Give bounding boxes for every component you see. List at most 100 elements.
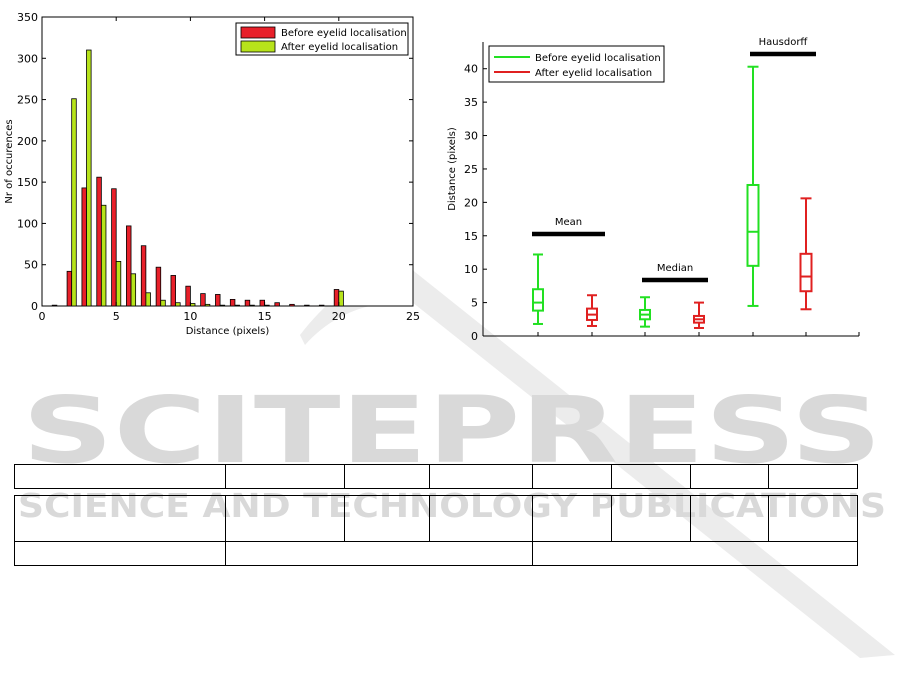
table-cell xyxy=(532,464,612,489)
bar-after xyxy=(189,303,196,307)
legend-swatch xyxy=(240,26,276,39)
bar-after xyxy=(130,273,137,307)
y-tick-label: 150 xyxy=(17,176,38,189)
bar-after xyxy=(86,49,92,307)
table-cell xyxy=(690,495,769,542)
histogram-chart: 0 5 10 15 20 25050100150200250300350Distance … xyxy=(4,11,420,337)
y-tick-label: 0 xyxy=(31,300,38,313)
box-after xyxy=(799,197,813,311)
y-tick-label: 25 xyxy=(464,163,478,176)
y-tick-label: 35 xyxy=(464,96,478,109)
y-tick-label: 15 xyxy=(464,230,478,243)
bar-before xyxy=(200,293,206,307)
table-cell xyxy=(611,495,691,542)
bar-before xyxy=(274,302,280,307)
legend-label: Before eyelid localisation xyxy=(281,28,407,39)
bar-after xyxy=(100,204,107,307)
bar-before xyxy=(51,304,58,307)
boxplot-chart: 0 5 10 15 20 25 30 35 40 Distance (pixels) Mean Med… xyxy=(447,37,860,343)
bar-after xyxy=(145,292,151,307)
x-tick-label: 15 xyxy=(258,310,272,323)
bar-before xyxy=(66,270,73,307)
bar-before xyxy=(81,187,87,307)
bar-after xyxy=(204,303,211,307)
table-cell xyxy=(429,464,533,489)
x-tick-label: 10 xyxy=(183,310,197,323)
legend: Before eyelid localisation After eyelid l… xyxy=(488,45,665,83)
bar-after xyxy=(115,261,122,307)
table-cell xyxy=(344,495,430,542)
bar-before xyxy=(96,176,102,307)
table-cell xyxy=(14,495,226,542)
bar-before xyxy=(170,275,176,307)
table-cell xyxy=(225,541,533,566)
bar-before xyxy=(259,299,265,307)
table-cell xyxy=(225,495,345,542)
box-before xyxy=(532,253,544,325)
table-cell xyxy=(225,464,345,489)
y-tick-label: 100 xyxy=(17,217,38,230)
table-cell xyxy=(611,464,691,489)
table-row xyxy=(14,541,858,566)
legend-box xyxy=(488,45,665,83)
box-before xyxy=(639,296,651,328)
bar-after xyxy=(234,304,240,307)
x-tick-label: 5 xyxy=(113,310,120,323)
bar-after xyxy=(160,299,166,307)
legend-label: Before eyelid localisation xyxy=(535,53,661,64)
box-after xyxy=(693,301,705,329)
y-tick-label: 200 xyxy=(17,135,38,148)
bar-after xyxy=(264,304,270,307)
bar-after xyxy=(249,304,255,307)
bar-before xyxy=(140,245,147,307)
table-cell xyxy=(14,541,226,566)
table-cell xyxy=(344,464,430,489)
y-tick-label: 50 xyxy=(24,259,38,272)
bar-before xyxy=(126,225,132,307)
y-tick-label: 20 xyxy=(464,196,478,209)
box-body xyxy=(746,183,760,267)
legend: Before eyelid localisation After eyelid l… xyxy=(235,22,409,56)
bar-before xyxy=(185,285,191,307)
y-tick-label: 40 xyxy=(464,63,478,76)
bar-before xyxy=(333,289,340,307)
bar-after xyxy=(175,302,181,307)
y-axis-label: Nr of occurences xyxy=(4,119,15,203)
table-header-row xyxy=(14,464,858,489)
x-tick-label: 20 xyxy=(332,310,346,323)
bar-before xyxy=(229,298,236,307)
bar-after xyxy=(338,290,344,307)
bar-before xyxy=(289,303,295,307)
bar-before xyxy=(155,266,162,307)
bar-after xyxy=(71,98,77,307)
table-cell xyxy=(768,495,858,542)
group-label: Hausdorff xyxy=(759,37,809,48)
box-body xyxy=(799,252,813,293)
table-cell xyxy=(532,495,612,542)
bar-before xyxy=(304,304,310,307)
x-tick-label: 0 xyxy=(39,310,46,323)
table-cell xyxy=(768,464,858,489)
bar-after xyxy=(219,304,226,307)
table-row xyxy=(14,495,858,542)
bar-before xyxy=(318,304,325,307)
bar-before xyxy=(244,299,251,307)
group-label: Mean xyxy=(555,217,582,228)
y-tick-label: 300 xyxy=(17,52,38,65)
bar-before xyxy=(111,188,117,307)
table-cell xyxy=(14,464,226,489)
empty-data-table xyxy=(14,464,858,566)
bar-before xyxy=(215,294,221,307)
box-body xyxy=(532,288,544,312)
box-before xyxy=(746,65,760,307)
y-tick-label: 0 xyxy=(471,330,478,343)
legend-label: After eyelid localisation xyxy=(535,68,652,79)
group-label: Median xyxy=(657,263,693,274)
legend-swatch xyxy=(240,40,276,53)
y-tick-label: 30 xyxy=(464,130,478,143)
y-tick-label: 10 xyxy=(464,263,478,276)
legend-label: After eyelid localisation xyxy=(281,42,398,53)
box-after xyxy=(586,294,598,327)
x-tick-label: 25 xyxy=(406,310,420,323)
y-tick-label: 350 xyxy=(17,11,38,24)
